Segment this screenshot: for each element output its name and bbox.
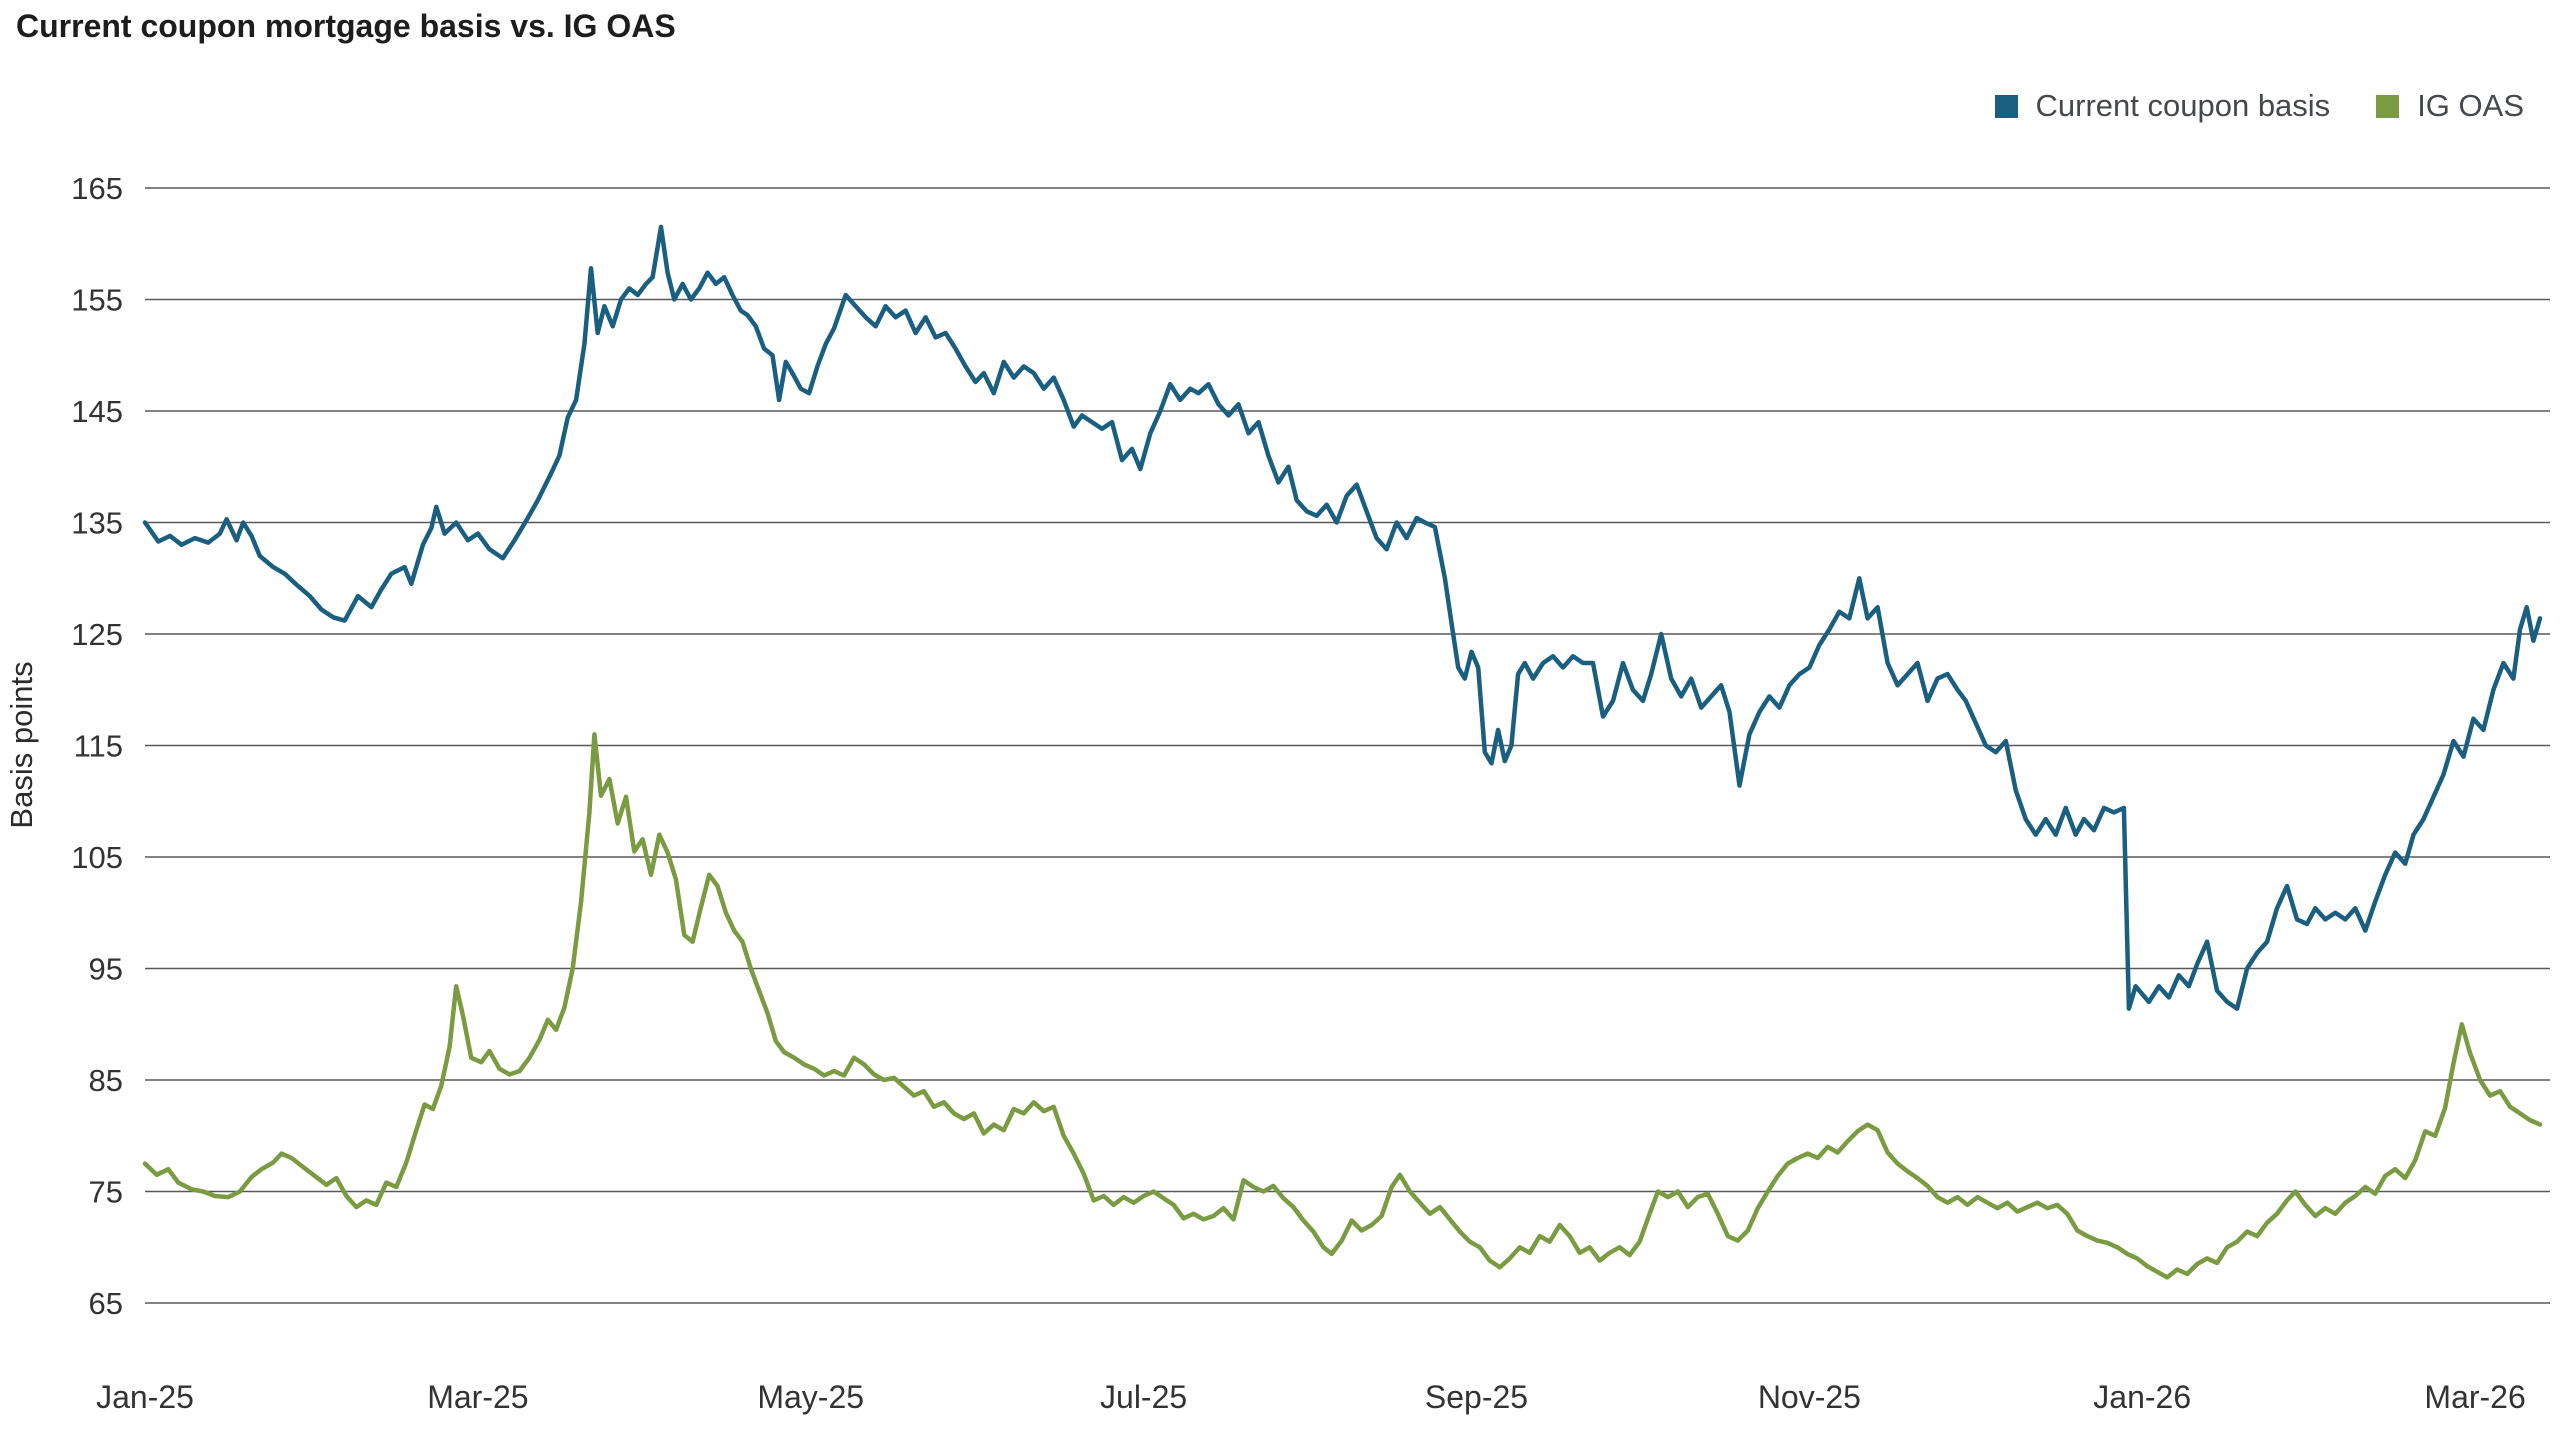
legend-label-ig-oas: IG OAS: [2417, 88, 2524, 123]
legend: Current coupon basis IG OAS: [1994, 88, 2524, 124]
y-tick-label: 155: [71, 283, 123, 318]
legend-item-current-coupon-basis: Current coupon basis: [1994, 88, 2331, 124]
series-line-current-coupon-basis: [142, 224, 2543, 1011]
legend-swatch-ig-oas: [2376, 94, 2400, 118]
x-tick-label: May-25: [757, 1379, 864, 1415]
y-tick-label: 85: [89, 1063, 123, 1098]
x-tick-label: Mar-25: [427, 1379, 528, 1415]
legend-item-ig-oas: IG OAS: [2376, 88, 2524, 124]
y-tick-label: 125: [71, 617, 123, 652]
x-tick-label: Jan-25: [96, 1379, 194, 1415]
y-tick-label: 65: [89, 1286, 123, 1321]
legend-label-current-coupon-basis: Current coupon basis: [2035, 88, 2331, 123]
series-line-ig-oas: [142, 732, 2543, 1280]
y-tick-label: 145: [71, 394, 123, 429]
y-tick-label: 95: [89, 952, 123, 987]
y-tick-label: 105: [71, 840, 123, 875]
y-tick-label: 135: [71, 506, 123, 541]
x-tick-label: Jul-25: [1100, 1379, 1187, 1415]
y-tick-label: 75: [89, 1175, 123, 1210]
legend-swatch-current-coupon-basis: [1994, 94, 2018, 118]
x-tick-label: Jan-26: [2093, 1379, 2191, 1415]
x-tick-label: Sep-25: [1425, 1379, 1528, 1415]
y-tick-label: 115: [74, 729, 123, 764]
x-tick-label: Nov-25: [1758, 1379, 1861, 1415]
x-tick-label: Mar-26: [2424, 1379, 2525, 1415]
chart-title: Current coupon mortgage basis vs. IG OAS: [16, 8, 676, 44]
y-tick-label: 165: [71, 171, 123, 206]
